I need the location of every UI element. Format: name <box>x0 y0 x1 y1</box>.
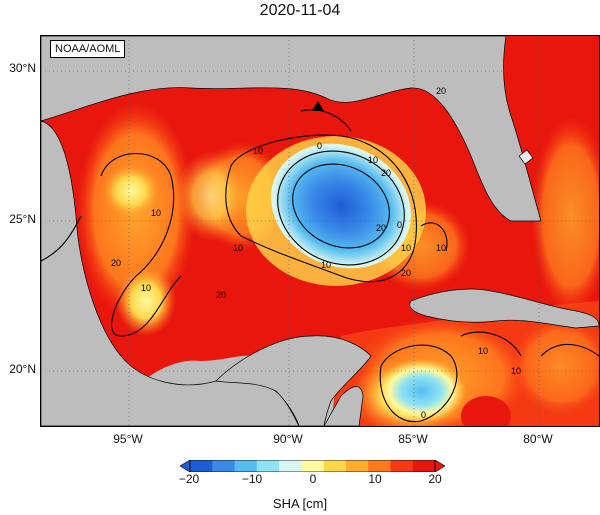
colorbar-tick: 0 <box>309 472 317 486</box>
contour-label: 10 <box>436 243 446 253</box>
bahamas-land <box>518 149 534 165</box>
colorbar-cell <box>368 460 391 472</box>
contour-label: 10 <box>321 260 331 270</box>
colorbar-cell <box>345 460 369 472</box>
sea-height-map: 20 10 0 10 20 20 10 10 20 20 10 10 0 10 … <box>40 35 600 427</box>
lon-label-80w: 80°W <box>523 432 553 446</box>
triangle-marker-icon <box>312 101 324 111</box>
colorbar-cell <box>412 460 436 472</box>
colorbar-cell <box>234 460 258 472</box>
contour-label: 10 <box>401 243 411 253</box>
lon-label-85w: 85°W <box>398 432 428 446</box>
colorbar-title: SHA [cm] <box>272 496 328 511</box>
lat-label-30n: 30°N <box>9 61 36 75</box>
contour-label: 0 <box>421 410 426 420</box>
colorbar-cell <box>390 460 414 472</box>
yucatan-land <box>215 335 372 426</box>
colorbar-cell <box>301 460 325 472</box>
contour-label: 20 <box>381 168 391 178</box>
central-america-land <box>323 386 364 426</box>
lat-label-20n: 20°N <box>9 362 36 376</box>
contour-label: 20 <box>216 290 226 300</box>
colorbar-tick: −20 <box>178 472 200 486</box>
contour-label: 10 <box>233 243 243 253</box>
lon-label-95w: 95°W <box>113 432 143 446</box>
colorbar-tick: −10 <box>241 472 263 486</box>
colorbar-tick: 20 <box>428 472 442 486</box>
colorbar-cell <box>190 460 213 472</box>
map-title: 2020-11-04 <box>259 2 341 19</box>
contour-label: 0 <box>397 220 402 230</box>
colorbar-cell <box>212 460 236 472</box>
contour-label: 20 <box>111 258 121 268</box>
colorbar-cell <box>279 460 302 472</box>
map-canvas: 20 10 0 10 20 20 10 10 20 20 10 10 0 10 … <box>41 36 599 426</box>
contour-label: 10 <box>511 366 521 376</box>
credit-badge: NOAA/AOML <box>50 40 126 58</box>
contour-label: 10 <box>151 208 161 218</box>
north-coast-land <box>41 36 542 222</box>
contour-label: 10 <box>253 146 263 156</box>
lat-label-25n: 25°N <box>9 212 36 226</box>
contour-label: 10 <box>141 283 151 293</box>
contour-label: 10 <box>368 155 378 165</box>
colorbar-cell <box>323 460 347 472</box>
lon-label-90w: 90°W <box>273 432 303 446</box>
contour-label: 10 <box>478 346 488 356</box>
colorbar-cell <box>256 460 280 472</box>
colorbar <box>180 460 445 472</box>
contour-label: 0 <box>317 141 322 151</box>
colorbar-tick: 10 <box>368 472 382 486</box>
contour-label: 20 <box>401 268 411 278</box>
contour-label: 20 <box>436 86 446 96</box>
contour-label: 20 <box>376 223 386 233</box>
cuba-land <box>409 288 599 329</box>
